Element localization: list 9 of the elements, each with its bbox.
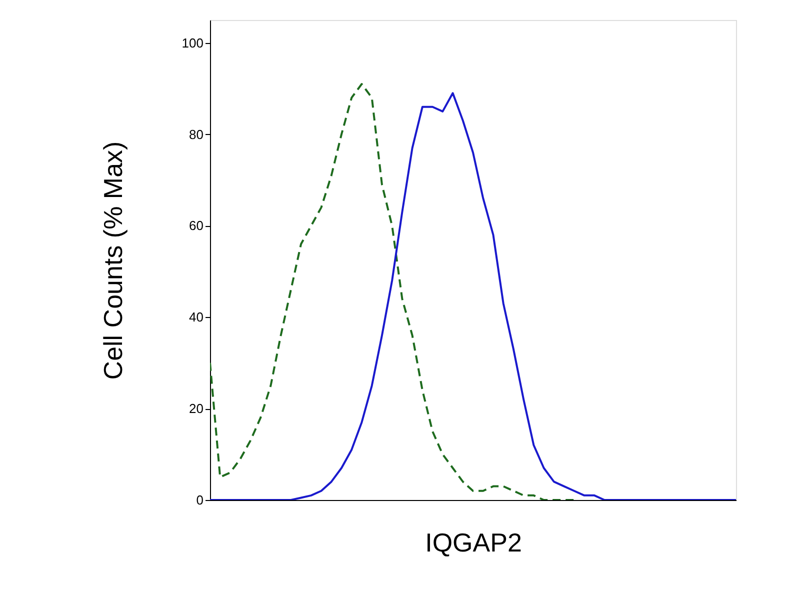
y-tick-label: 20 bbox=[189, 401, 204, 416]
line-series bbox=[210, 83, 576, 500]
y-tick-label: 100 bbox=[182, 35, 204, 50]
y-tick-label: 0 bbox=[196, 492, 204, 508]
y-tick-label: 60 bbox=[189, 218, 204, 234]
y-axis-title: Cell Counts (% Max) bbox=[98, 141, 128, 380]
x-axis-title: IQGAP2 bbox=[425, 528, 522, 558]
y-tick-label: 40 bbox=[189, 310, 204, 325]
y-tick-label: 80 bbox=[189, 126, 204, 142]
